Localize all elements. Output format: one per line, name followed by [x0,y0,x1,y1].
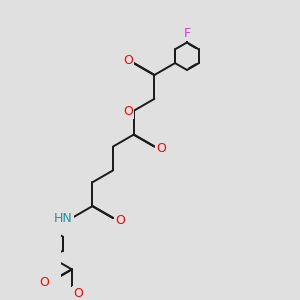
Text: O: O [115,214,125,227]
Text: O: O [40,276,50,289]
Text: F: F [183,27,190,40]
Text: HN: HN [54,212,73,224]
Text: O: O [73,287,83,300]
Text: O: O [123,54,133,67]
Text: O: O [156,142,166,155]
Text: O: O [124,106,134,118]
